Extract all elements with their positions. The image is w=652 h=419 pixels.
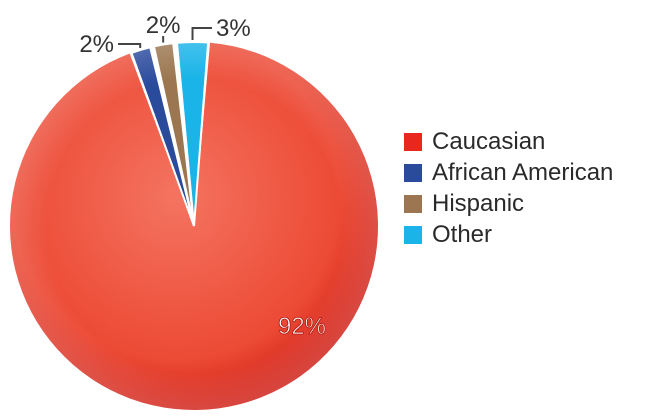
legend-swatch-hispanic [404,194,422,213]
legend-item-hispanic: Hispanic [404,188,613,219]
label-leaders [118,27,212,48]
pie-sheen [10,42,378,410]
data-label-hispanic: 2% [146,12,181,39]
leader-line-other [191,27,212,41]
legend-item-caucasian: Caucasian [404,126,613,157]
legend-label-other: Other [432,220,493,248]
legend-swatch-african-american [404,163,422,182]
legend-label-african-american: African American [432,158,614,186]
leader-line-african-american [118,43,142,48]
legend-swatch-other [404,225,422,244]
data-labels: 92% 2% 2% 3% [79,12,326,340]
legend-item-african-american: African American [404,157,613,188]
legend-swatch-caucasian [404,132,422,151]
legend-item-other: Other [404,219,613,250]
pie-slices [9,41,378,410]
legend-label-hispanic: Hispanic [432,189,525,217]
legend-label-caucasian: Caucasian [432,127,546,155]
legend: Caucasian African American Hispanic Othe… [404,126,613,250]
data-label-other: 3% [216,15,251,42]
data-label-african-american: 2% [79,31,114,58]
data-label-caucasian: 92% [278,313,326,340]
